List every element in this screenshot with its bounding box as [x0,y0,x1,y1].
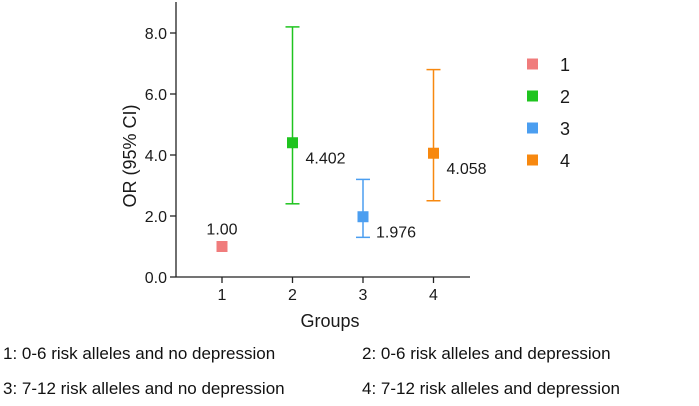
legend-swatch-1 [527,58,538,70]
y-tick-label: 2.0 [145,209,167,226]
footnote-group-3: 3: 7-12 risk alleles and no depression [3,379,285,398]
data-label-1: 1.00 [206,222,237,239]
point-1 [216,241,228,252]
data-label-2: 4.402 [306,151,346,168]
x-tick-label: 3 [359,287,368,304]
data-label-4: 4.058 [447,161,487,178]
x-tick-label: 2 [288,287,297,304]
y-tick-label: 0.0 [145,270,167,287]
footnote-group-4: 4: 7-12 risk alleles and depression [362,379,620,398]
point-3 [357,211,369,223]
x-axis: 1 2 3 4 [176,276,470,304]
point-2 [287,137,298,149]
y-axis: 0.0 2.0 4.0 6.0 8.0 [145,2,177,287]
footnote-group-1: 1: 0-6 risk alleles and no depression [3,344,276,363]
legend-swatch-4 [527,154,538,166]
x-axis-label: Groups [300,311,359,331]
x-tick-label: 4 [429,287,438,304]
legend-swatch-3 [527,122,538,134]
legend-label-4: 4 [560,151,570,171]
x-tick-label: 1 [218,287,227,304]
legend-label-3: 3 [560,119,570,139]
legend-swatch-2 [527,90,538,102]
data-label-3: 1.976 [376,225,416,242]
footnote-group-2: 2: 0-6 risk alleles and depression [362,344,611,363]
y-tick-label: 4.0 [145,148,167,165]
y-axis-label: OR (95% CI) [120,104,140,207]
legend-label-1: 1 [560,55,570,75]
y-tick-label: 6.0 [145,87,167,104]
data-marks: 1.00 4.402 1.976 4.058 [206,26,487,252]
y-tick-label: 8.0 [145,26,167,43]
legend: 1 2 3 4 [527,55,570,171]
legend-label-2: 2 [560,87,570,107]
point-4 [428,147,439,159]
